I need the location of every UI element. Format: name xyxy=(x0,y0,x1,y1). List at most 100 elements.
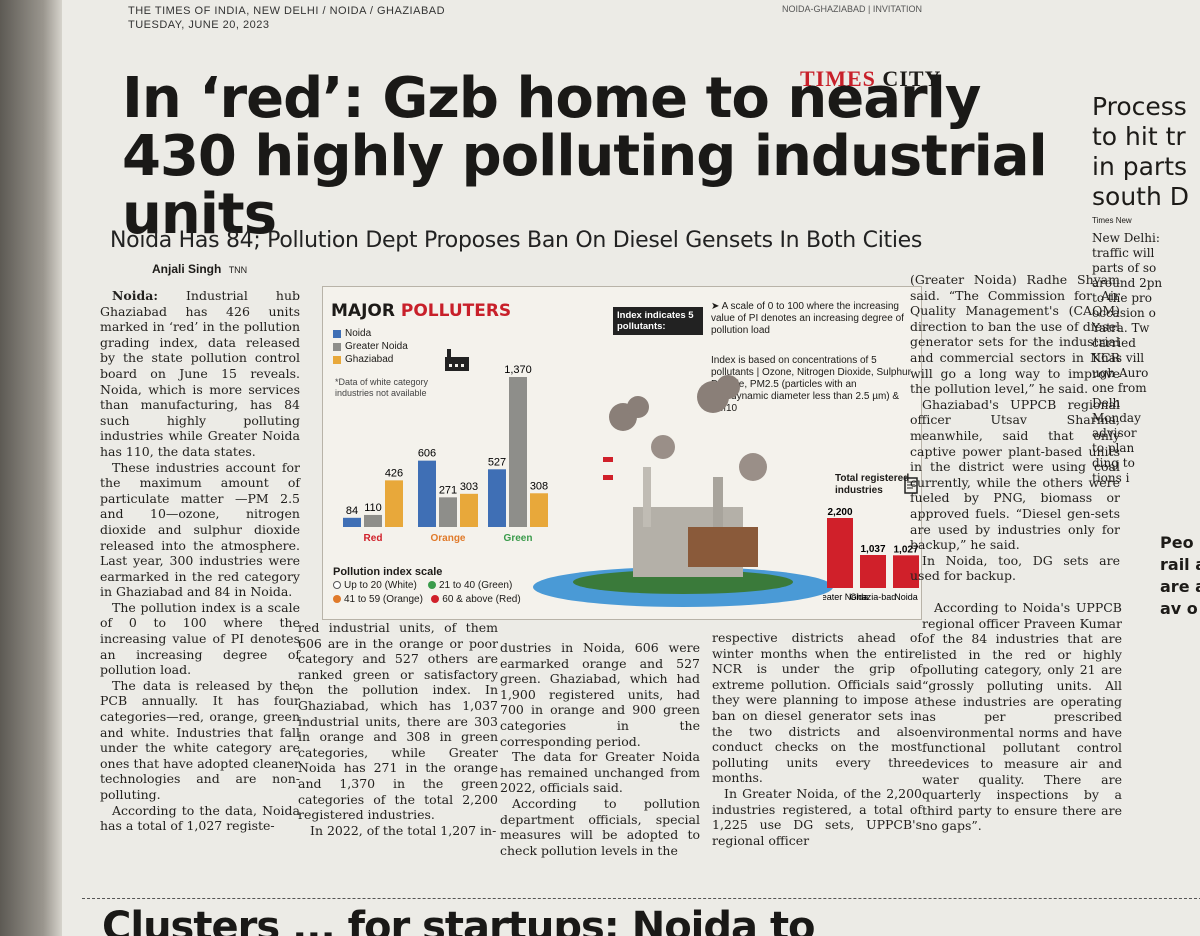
byline: Anjali Singh TNN xyxy=(152,262,247,276)
masthead-date: TUESDAY, JUNE 20, 2023 xyxy=(128,19,270,31)
bar-value-label: 1,370 xyxy=(504,364,532,376)
masthead-right: NOIDA-GHAZIABAD | INVITATION xyxy=(782,4,923,14)
pollution-index-scale: Pollution index scale Up to 20 (White) 2… xyxy=(333,565,521,607)
paragraph: The data for Greater Noida has remained … xyxy=(500,749,700,796)
adjacent-byline: Times New xyxy=(1092,216,1132,225)
adjacent-text-line: ding to xyxy=(1092,456,1135,470)
adjacent-text-line: advisor xyxy=(1092,426,1137,440)
category-label-red: Red xyxy=(364,533,383,544)
pollution-illustration xyxy=(533,375,833,607)
bar-orange-greater-noida xyxy=(439,497,457,527)
adjacent-headline: Process to hit tr in parts south D xyxy=(1092,92,1190,211)
article-column-6: According to Noida's UPPCB regional offi… xyxy=(922,600,1122,834)
article-column-1: Noida: Industrial hub Ghaziabad has 426 … xyxy=(100,288,300,834)
headline: In ‘red’: Gzb home to nearly 430 highly … xyxy=(122,66,1048,247)
adjacent-text-line: Khas vill xyxy=(1092,351,1145,365)
adjacent-text-line: to the pro xyxy=(1092,291,1152,305)
category-label-orange: Orange xyxy=(430,533,465,544)
paragraph: dustries in Noida, 606 were earmarked or… xyxy=(500,640,700,749)
adjacent-text-line: carried xyxy=(1092,336,1136,350)
adjacent-page-edge xyxy=(0,0,62,936)
section-times: TIMES xyxy=(800,66,876,91)
bar-red-greater-noida xyxy=(364,514,382,527)
article-column-4: respective districts ahead of winter mon… xyxy=(712,630,922,848)
section-tag: TIMES CITY xyxy=(800,66,941,92)
adjacent-text-line: ugh Auro xyxy=(1092,366,1149,380)
total-bar-ghazia-bad xyxy=(860,555,886,588)
next-article-headline: Clusters ... for startups: Noida to xyxy=(102,904,816,936)
scale-green: 21 to 40 (Green) xyxy=(427,580,512,591)
total-bar-value: 2,200 xyxy=(827,507,852,518)
adjacent-text-line: one from xyxy=(1092,381,1147,395)
major-polluters-chart: 84 110 426 Red 606 271 303 Orange 527 1,370 308 Gre… xyxy=(343,364,548,544)
bar-value-label: 606 xyxy=(418,448,436,460)
bar-green-greater-noida xyxy=(509,377,527,527)
article-column-5: (Greater Noida) Radhe Shyam said. “The C… xyxy=(910,272,1120,584)
chart-legend: Noida Greater Noida Ghaziabad xyxy=(333,327,408,366)
masthead: THE TIMES OF INDIA, NEW DELHI / NOIDA / … xyxy=(128,4,445,32)
bar-red-ghaziabad xyxy=(385,480,403,527)
subhead: Noida Has 84; Pollution Dept Proposes Ba… xyxy=(110,228,923,253)
total-registered-title: Total registered industries xyxy=(835,473,910,496)
adjacent-text-line: to plan xyxy=(1092,441,1135,455)
scale-red: 60 & above (Red) xyxy=(431,594,521,605)
byline-name: Anjali Singh xyxy=(152,262,222,276)
bar-orange-noida xyxy=(418,460,436,527)
footer-divider xyxy=(82,898,1200,899)
paragraph: According to pollution department offici… xyxy=(500,795,700,858)
paragraph: In Noida, too, DG sets are used for back… xyxy=(910,552,1120,584)
bar-value-label: 308 xyxy=(530,480,548,492)
paragraph: Noida: Industrial hub Ghaziabad has 426 … xyxy=(100,288,300,459)
paragraph: These industries account for the maximum… xyxy=(100,459,300,600)
legend-item-ghaziabad: Ghaziabad xyxy=(333,353,408,366)
adjacent-text-line: parts of so xyxy=(1092,261,1157,275)
total-bar-value: 1,037 xyxy=(860,544,885,555)
adjacent-text-line: around 2pn xyxy=(1092,276,1163,290)
paragraph: The pollution index is a scale of 0 to 1… xyxy=(100,599,300,678)
paragraph: (Greater Noida) Radhe Shyam said. “The C… xyxy=(910,272,1120,397)
paragraph: According to Noida's UPPCB regional offi… xyxy=(922,600,1122,834)
total-bar-value: 1,027 xyxy=(893,544,918,555)
adjacent-text-line: New Delhi: xyxy=(1092,231,1160,245)
adjacent-text-line: tions i xyxy=(1092,471,1130,485)
chart-note: *Data of white category industries not a… xyxy=(335,377,429,398)
adjacent-bottom-headline: Peo rail air are alt av o xyxy=(1160,533,1200,618)
total-bar-category: Noida xyxy=(894,592,918,602)
adjacent-article: Process to hit tr in parts south D Times… xyxy=(1092,92,1200,486)
total-bar-greater-noida xyxy=(827,518,853,588)
adjacent-text-line: occasion o xyxy=(1092,306,1156,320)
paragraph: According to the data, Noida has a total… xyxy=(100,802,300,834)
bar-value-label: 303 xyxy=(460,481,478,493)
total-registered-chart: 2,200 Greater Noida 1,037 Ghazia-bad 1,027 No… xyxy=(823,507,919,602)
adjacent-text: New Delhi: traffic will parts of so around … xyxy=(1092,231,1200,486)
bar-red-noida xyxy=(343,517,361,527)
bar-value-label: 426 xyxy=(385,467,403,479)
bar-green-ghaziabad xyxy=(530,493,548,527)
pollution-index-description: ➤ A scale of 0 to 100 where the increasi… xyxy=(711,301,904,336)
total-bar-noida xyxy=(893,555,919,588)
paragraph: In Greater Noida, of the 2,200 industrie… xyxy=(712,785,922,848)
paragraph: red industrial units, of them 606 are in… xyxy=(298,620,498,823)
article-column-3: dustries in Noida, 606 were earmarked or… xyxy=(500,640,700,858)
total-bar-category: Ghazia-bad xyxy=(850,592,897,602)
infographic-title: MAJOR POLLUTERS xyxy=(331,301,512,321)
paragraph: In 2022, of the total 1,207 in- xyxy=(310,822,497,838)
bar-green-noida xyxy=(488,469,506,527)
adjacent-text-line: Yatra. Tw xyxy=(1092,321,1150,335)
total-bar-category: Greater Noida xyxy=(823,592,868,602)
adjacent-text-line: Monday xyxy=(1092,411,1141,425)
bar-value-label: 271 xyxy=(439,484,457,496)
adjacent-text-line: traffic will xyxy=(1092,246,1155,260)
article-column-2: red industrial units, of them 606 are in… xyxy=(298,620,498,838)
paragraph: The data is released by the PCB annually… xyxy=(100,677,300,802)
newspaper-page: THE TIMES OF INDIA, NEW DELHI / NOIDA / … xyxy=(62,0,1200,936)
infographic: MAJOR POLLUTERS Noida Greater Noida Ghaz… xyxy=(322,286,922,620)
byline-agency: TNN xyxy=(228,265,248,275)
section-city: CITY xyxy=(882,66,942,91)
scale-orange: 41 to 59 (Orange) xyxy=(333,594,423,605)
pollution-index-box: Index indicates 5 pollutants: xyxy=(613,307,703,335)
paragraph: respective districts ahead of winter mon… xyxy=(712,630,922,786)
factory-icon xyxy=(445,349,469,371)
bar-value-label: 527 xyxy=(488,456,506,468)
paragraph: Ghaziabad's UPPCB regional officer Utsav… xyxy=(910,396,1120,553)
